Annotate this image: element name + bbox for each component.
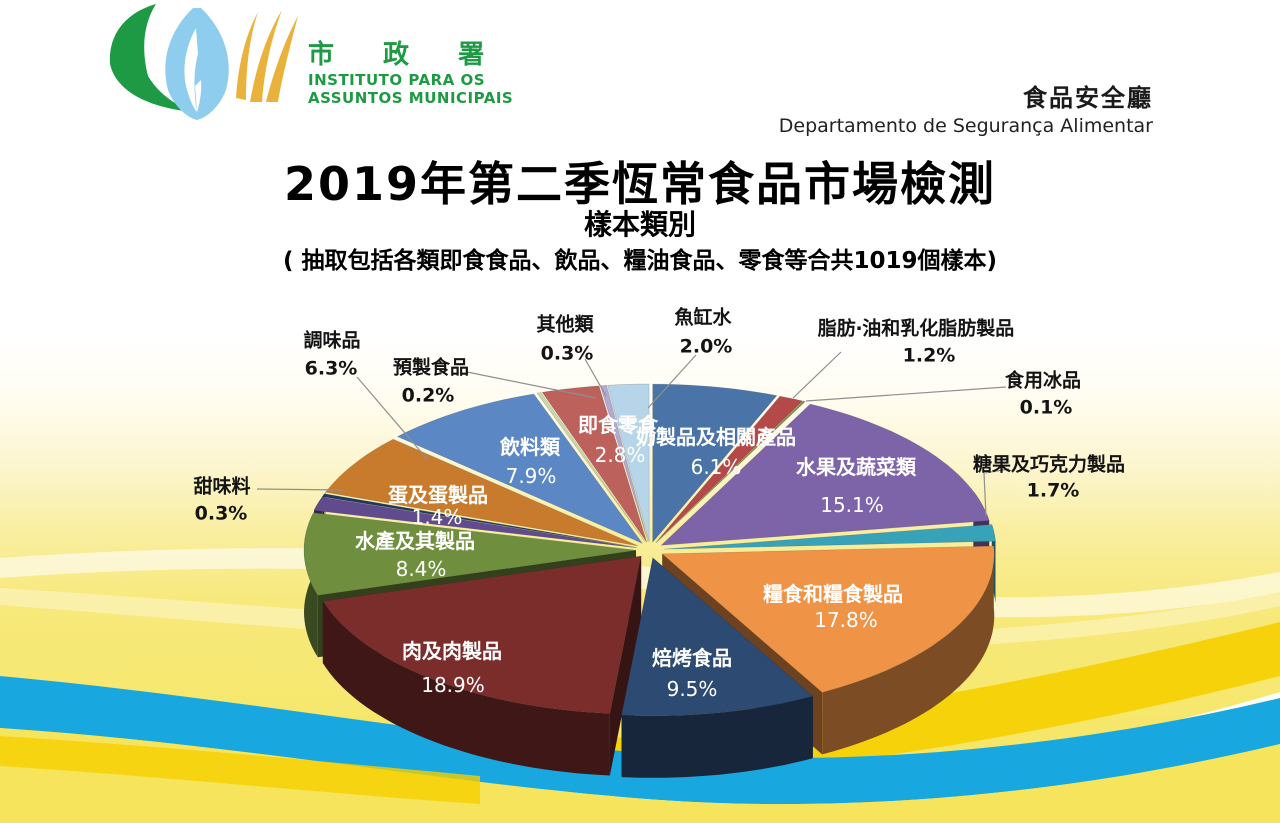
pie-slice — [303, 512, 637, 596]
slice-value: 18.9% — [421, 673, 485, 697]
slice-label: 水產及其製品 — [355, 529, 475, 553]
pie-slice-rim — [322, 601, 610, 776]
background-waves — [0, 548, 1280, 823]
pie-slice-rim — [991, 524, 996, 604]
slice-label: 其他類 — [536, 313, 594, 336]
department-block: 食品安全廳 Departamento de Segurança Alimenta… — [779, 78, 1153, 137]
iam-logo: 市 政 署 INSTITUTO PARA OS ASSUNTOS MUNICIP… — [98, 2, 513, 120]
pie-slice-side — [609, 556, 642, 776]
slice-label: 水果及蔬菜類 — [796, 455, 916, 479]
pie-slice-side — [662, 553, 823, 755]
pie-slice — [621, 557, 814, 717]
slice-value: 9.5% — [666, 677, 718, 701]
pie-slice — [660, 403, 990, 546]
leader-line — [256, 488, 345, 491]
pie-slice — [652, 383, 778, 543]
department-name-cjk: 食品安全廳 — [1023, 84, 1153, 112]
leader-line — [983, 468, 1010, 517]
iam-logo-mark — [109, 4, 298, 120]
leader-line — [805, 386, 1007, 402]
slice-value: 1.4% — [411, 505, 463, 529]
pie-slice — [313, 496, 637, 549]
pie-slice-rim — [621, 696, 813, 778]
pie-slice-rim — [314, 497, 323, 573]
pie-slice-rim — [304, 512, 318, 658]
pie-slice-side — [621, 557, 653, 778]
pie-slice — [599, 384, 649, 543]
pie-slice — [655, 395, 804, 543]
pie-slice — [536, 392, 646, 543]
slice-label: 脂肪‧油和乳化脂肪製品 — [817, 317, 1015, 340]
leader-line — [466, 371, 597, 399]
slice-value: 0.3% — [194, 502, 248, 525]
slice-label: 糧食和糧食製品 — [763, 582, 903, 606]
leader-line — [647, 354, 697, 409]
slice-label: 調味品 — [303, 329, 361, 352]
slice-label: 甜味料 — [193, 475, 251, 498]
slice-value: 1.2% — [902, 344, 956, 367]
pie-walls — [304, 491, 996, 778]
slice-value: 6.1% — [690, 455, 742, 479]
page-subtitle: 樣本類別 — [583, 208, 696, 241]
slice-label: 焙烤食品 — [652, 646, 732, 670]
leader-line — [792, 351, 842, 399]
slice-value: 0.2% — [401, 384, 455, 407]
pie-slice-rim — [822, 546, 995, 755]
slice-value: 2.8% — [594, 443, 646, 467]
pie-slice — [322, 555, 642, 714]
pie-slice — [541, 385, 648, 543]
leader-line — [356, 376, 429, 461]
sample-note: ( 抽取包括各類即食食品、飲品、糧油食品、零食等合共1019個樣本) — [282, 248, 998, 274]
pie-tops — [303, 383, 996, 717]
slice-label: 食用冰品 — [1004, 369, 1082, 392]
slice-label: 奶製品及相關產品 — [636, 425, 796, 449]
pie-slice — [607, 383, 650, 543]
slice-label: 即食零食 — [578, 413, 658, 437]
department-name-pt: Departamento de Segurança Alimentar — [778, 115, 1153, 137]
slice-value: 0.3% — [540, 342, 594, 365]
logo-cjk-name: 市 政 署 — [308, 40, 505, 70]
logo-latin-line2: ASSUNTOS MUNICIPAIS — [308, 89, 514, 107]
slice-label: 飲料類 — [500, 435, 560, 459]
leader-lines — [256, 351, 1010, 517]
slice-label: 蛋及蛋製品 — [388, 483, 488, 507]
slice-value: 17.8% — [814, 608, 878, 632]
pie-slice — [321, 493, 637, 548]
slice-label: 糖果及巧克力製品 — [972, 453, 1126, 476]
pie-slice — [663, 524, 996, 550]
pie-slice-rim — [973, 491, 990, 583]
pie-slice — [656, 400, 806, 544]
pie-slice-rim — [322, 493, 325, 559]
slice-value: 15.1% — [820, 493, 884, 517]
leader-line — [584, 358, 607, 397]
pie-slice — [325, 438, 639, 547]
page-title: 2019年第二季恆常食品市場檢測 — [283, 157, 997, 211]
slice-label: 肉及肉製品 — [402, 639, 502, 663]
pie-slice — [661, 545, 995, 693]
slice-value: 1.7% — [1026, 479, 1080, 502]
slice-label: 魚缸水 — [674, 306, 732, 329]
slice-label: 預製食品 — [392, 356, 470, 379]
slice-value: 2.0% — [679, 335, 733, 358]
slice-value: 0.1% — [1019, 396, 1073, 419]
slice-value: 8.4% — [395, 557, 447, 581]
slice-value: 6.3% — [304, 357, 358, 380]
pie-slice-side — [317, 550, 637, 658]
pie-slice-side — [322, 556, 642, 664]
logo-latin-line1: INSTITUTO PARA OS — [308, 71, 486, 89]
pie-slice-side — [652, 557, 813, 759]
pie-slice — [396, 393, 644, 545]
slice-value: 7.9% — [505, 464, 557, 488]
